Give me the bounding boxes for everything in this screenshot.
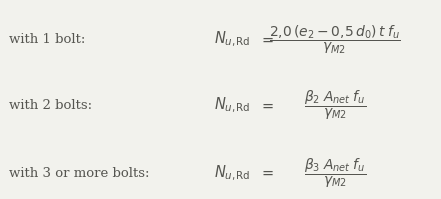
Text: $=$: $=$ [259, 166, 275, 180]
Text: $=$: $=$ [259, 99, 275, 112]
Text: with 3 or more bolts:: with 3 or more bolts: [9, 167, 149, 180]
Text: $\dfrac{\beta_3\;A_{net}\;f_u}{\gamma_{M2}}$: $\dfrac{\beta_3\;A_{net}\;f_u}{\gamma_{M… [304, 156, 366, 190]
Text: $N_{u,\!\mathrm{Rd}}$: $N_{u,\!\mathrm{Rd}}$ [213, 30, 250, 49]
Text: $\dfrac{2{,}0\,(e_2-0{,}5\,d_0)\,t\;f_u}{\gamma_{M2}}$: $\dfrac{2{,}0\,(e_2-0{,}5\,d_0)\,t\;f_u}… [269, 23, 401, 56]
Text: with 2 bolts:: with 2 bolts: [9, 99, 92, 112]
Text: $=$: $=$ [259, 33, 275, 47]
Text: $\dfrac{\beta_2\;A_{net}\;f_u}{\gamma_{M2}}$: $\dfrac{\beta_2\;A_{net}\;f_u}{\gamma_{M… [304, 89, 366, 122]
Text: $N_{u,\!\mathrm{Rd}}$: $N_{u,\!\mathrm{Rd}}$ [213, 164, 250, 183]
Text: with 1 bolt:: with 1 bolt: [9, 33, 85, 46]
Text: $N_{u,\!\mathrm{Rd}}$: $N_{u,\!\mathrm{Rd}}$ [213, 96, 250, 115]
